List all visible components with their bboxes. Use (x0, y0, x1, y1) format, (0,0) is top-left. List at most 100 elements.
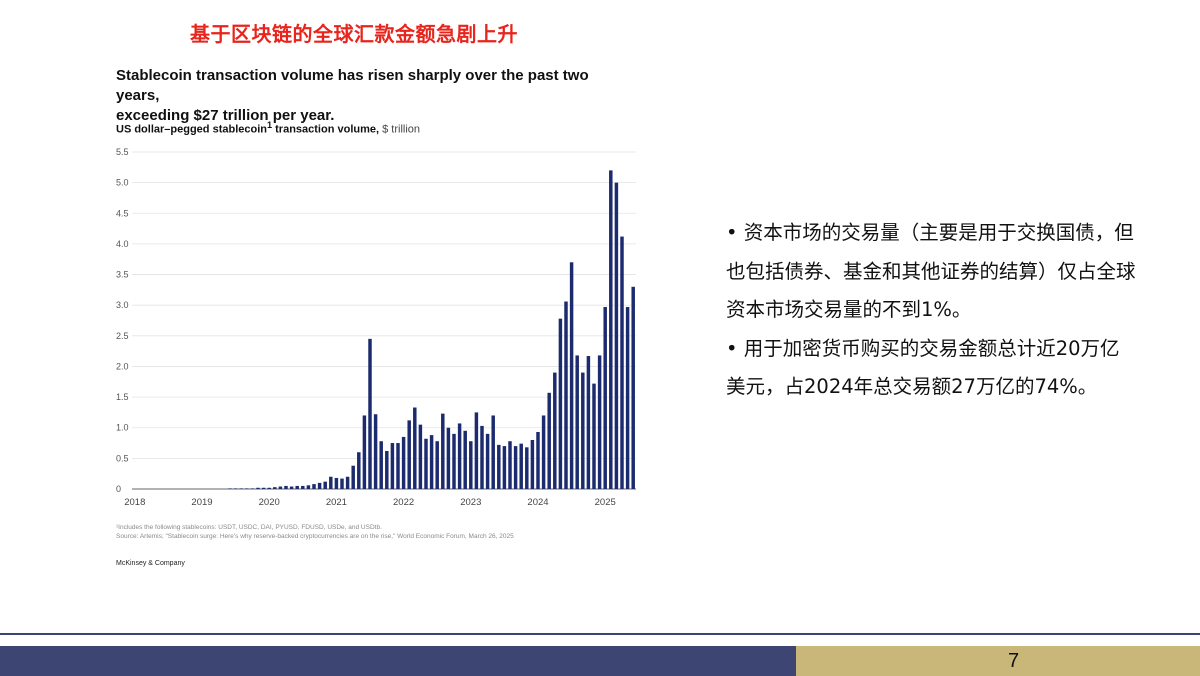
x-tick-label: 2018 (124, 497, 145, 508)
bar (620, 236, 624, 489)
chart-heading-line1: Stablecoin transaction volume has risen … (116, 67, 589, 104)
x-tick-label: 2022 (393, 497, 414, 508)
bar (457, 423, 462, 489)
bar (368, 338, 372, 489)
x-tick-label: 2021 (326, 497, 347, 508)
bar (385, 451, 389, 489)
bar (502, 446, 507, 489)
bar (424, 438, 428, 489)
x-tick-label: 2024 (527, 497, 548, 508)
bar (323, 481, 327, 489)
bar (340, 478, 344, 489)
bar (396, 443, 400, 489)
x-tick-label: 2025 (595, 497, 616, 508)
chart-panel: Stablecoin transaction volume has risen … (108, 60, 648, 580)
bar-chart: 0 0.5 1.0 1.5 2.0 2.5 3.0 3.5 4.0 4.5 5.0 5.5 2018 20… (116, 147, 636, 508)
bar (239, 488, 243, 489)
bar (261, 487, 266, 489)
bar (597, 355, 602, 489)
bar (558, 318, 563, 489)
chart-subtitle: US dollar–pegged stablecoin1 transaction… (116, 120, 420, 136)
bar (362, 415, 367, 489)
bar (373, 414, 378, 489)
page-number: 7 (1008, 650, 1020, 672)
footer-bar-gold (796, 646, 1200, 676)
chart-heading-line2: exceeding $27 trillion per year. (116, 107, 335, 124)
bar (334, 477, 339, 489)
bar (446, 427, 451, 489)
bar (469, 441, 473, 489)
brand-credit: McKinsey & Company (116, 560, 185, 567)
bar (485, 433, 490, 489)
bar (390, 443, 395, 489)
bar (575, 355, 579, 489)
y-tick-label: 0.5 (116, 453, 129, 463)
bar (329, 476, 333, 489)
bar (631, 286, 635, 489)
y-tick-label: 4.0 (116, 239, 129, 249)
subtitle-footnote-mark: 1 (266, 120, 273, 130)
bar (233, 488, 238, 489)
bullet-item-capital-markets: • 资本市场的交易量（主要是用于交换国债，但也包括债券、基金和其他证券的结算）仅… (726, 221, 1136, 321)
bar (452, 433, 456, 489)
bullet-item-crypto-purchases: • 用于加密货币购买的交易金额总计近20万亿美元，占2024年总交易额27万亿的… (726, 336, 1120, 399)
bar (519, 443, 523, 489)
y-tick-label: 1.5 (116, 392, 129, 402)
bar (474, 412, 479, 489)
chart-footnote: ¹Includes the following stablecoins: USD… (116, 523, 636, 541)
bar (273, 487, 277, 489)
bar (351, 465, 355, 489)
bar (547, 392, 551, 489)
bar (553, 372, 557, 489)
bar (530, 439, 535, 489)
y-tick-label: 1.0 (116, 423, 129, 433)
chart-heading: Stablecoin transaction volume has risen … (116, 66, 636, 126)
bar (407, 420, 411, 489)
bar (295, 485, 299, 489)
y-tick-label: 2.0 (116, 361, 129, 371)
bar (463, 430, 467, 489)
footer-bar-navy (0, 646, 796, 676)
bar (586, 356, 591, 489)
bar (614, 182, 619, 490)
bar (441, 413, 445, 489)
bar (480, 425, 484, 489)
bar (357, 452, 361, 489)
bar (301, 485, 305, 489)
bar (508, 441, 512, 489)
slide-title: 基于区块链的全球汇款金额急剧上升 (190, 22, 518, 46)
bar (491, 415, 495, 489)
bar (401, 436, 406, 489)
x-tick-label: 2019 (191, 497, 212, 508)
subtitle-rest: transaction volume, (272, 123, 380, 136)
bar (513, 446, 518, 489)
bar (312, 484, 316, 489)
bar (413, 407, 417, 489)
x-tick-label: 2023 (460, 497, 481, 508)
bar (569, 262, 574, 489)
bar (284, 485, 288, 489)
bar (536, 432, 540, 489)
y-tick-label: 3.5 (116, 270, 129, 280)
bar (267, 487, 271, 489)
y-tick-label: 4.5 (116, 208, 129, 218)
bar (256, 487, 260, 489)
subtitle-unit: $ trillion (379, 123, 421, 136)
bar (609, 170, 613, 489)
x-tick-label: 2020 (259, 497, 280, 508)
y-tick-label: 2.5 (116, 331, 129, 341)
bar (581, 372, 585, 489)
subtitle-main: US dollar–pegged stablecoin (116, 123, 267, 136)
bar (418, 424, 423, 489)
bar (228, 488, 232, 489)
bar (435, 441, 439, 489)
bar (592, 383, 596, 489)
bar (345, 476, 350, 489)
bar (525, 447, 529, 489)
footnote-stablecoins: ¹Includes the following stablecoins: USD… (116, 524, 382, 531)
bar (278, 486, 283, 489)
y-tick-label: 5.5 (116, 147, 129, 157)
footer-rule (0, 633, 1200, 635)
bar (245, 488, 249, 489)
y-tick-label: 0 (116, 484, 121, 494)
